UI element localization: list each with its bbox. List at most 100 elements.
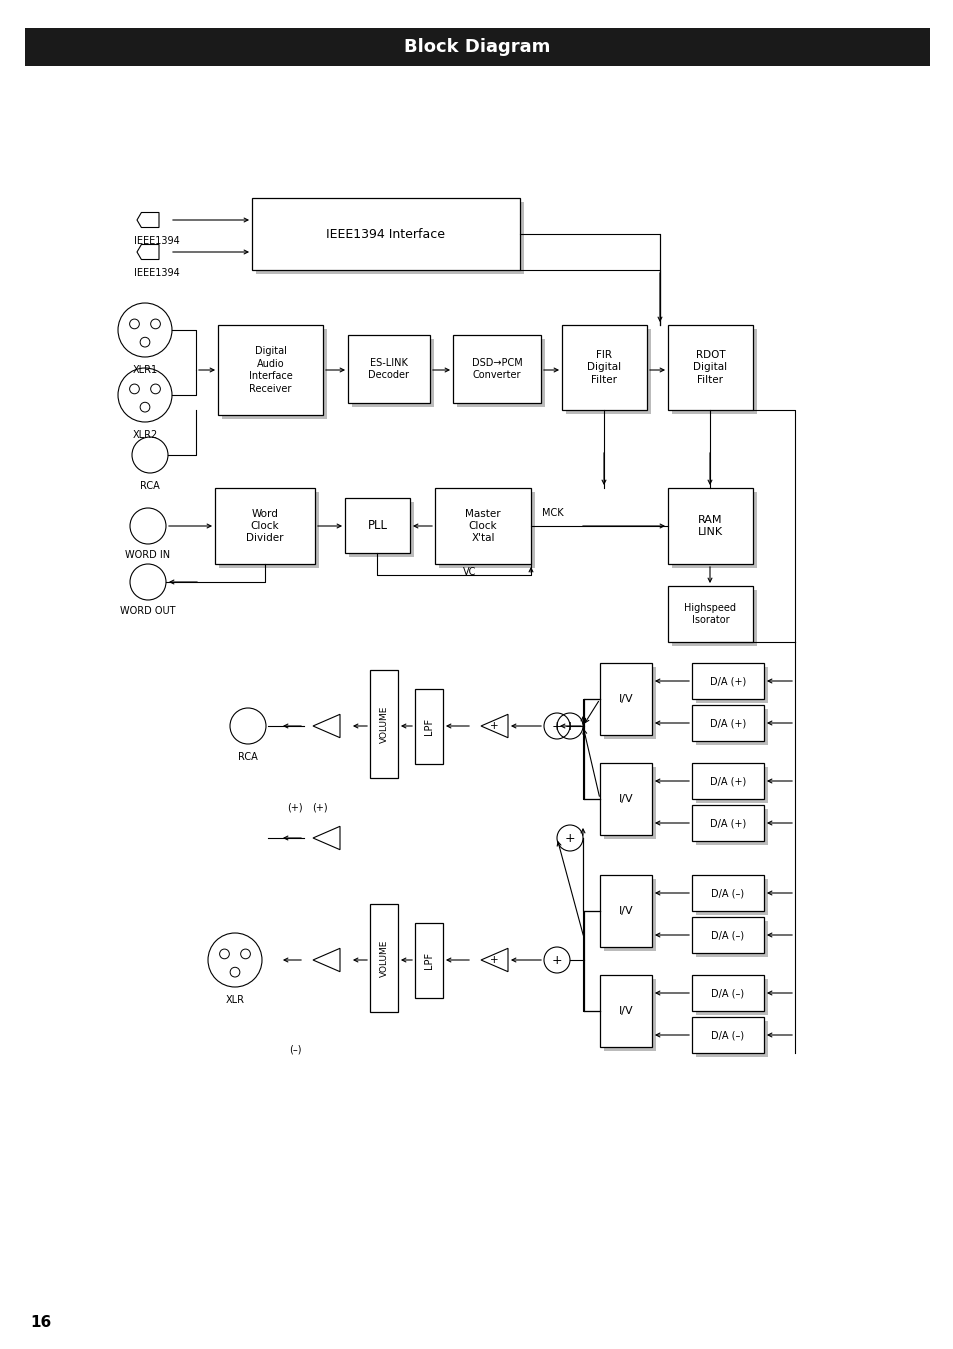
Text: ES-LINK
Decoder: ES-LINK Decoder — [368, 357, 409, 380]
Text: VOLUME: VOLUME — [379, 706, 388, 743]
Bar — [599, 975, 651, 1047]
Text: D/A (+): D/A (+) — [709, 776, 745, 786]
Bar — [696, 809, 767, 844]
Bar — [599, 662, 651, 735]
Text: Digital
Audio
Interface
Receiver: Digital Audio Interface Receiver — [249, 347, 292, 394]
Text: I/V: I/V — [618, 907, 633, 916]
Text: D/A (–): D/A (–) — [711, 929, 743, 940]
Bar — [561, 325, 646, 410]
Bar — [691, 917, 763, 952]
Bar — [696, 710, 767, 745]
Bar — [352, 339, 434, 407]
Bar — [565, 329, 650, 414]
Bar — [671, 590, 757, 646]
Bar — [255, 202, 523, 274]
Bar — [696, 666, 767, 703]
Bar — [252, 198, 519, 270]
Text: Word
Clock
Divider: Word Clock Divider — [246, 509, 283, 544]
Text: D/A (–): D/A (–) — [711, 1031, 743, 1040]
Bar — [696, 979, 767, 1014]
Text: (+): (+) — [312, 803, 328, 813]
Bar — [696, 768, 767, 803]
Text: +: + — [564, 719, 575, 733]
Text: D/A (+): D/A (+) — [709, 817, 745, 828]
Bar — [667, 325, 752, 410]
Text: FIR
Digital
Filter: FIR Digital Filter — [587, 351, 621, 384]
Bar — [438, 492, 535, 568]
Bar — [696, 880, 767, 915]
Bar — [453, 335, 540, 403]
Text: IEEE1394: IEEE1394 — [133, 236, 179, 246]
Text: +: + — [489, 720, 497, 731]
Text: RCA: RCA — [140, 482, 160, 491]
Bar — [671, 492, 757, 568]
Bar — [349, 502, 414, 557]
Bar — [214, 488, 314, 564]
Bar — [370, 904, 397, 1012]
Text: Highspeed
Isorator: Highspeed Isorator — [684, 603, 736, 625]
Text: IEEE1394: IEEE1394 — [133, 267, 179, 278]
Bar — [415, 689, 442, 764]
Bar — [691, 876, 763, 911]
Bar — [691, 662, 763, 699]
Text: XLR1: XLR1 — [132, 366, 157, 375]
Bar — [435, 488, 531, 564]
Bar — [219, 492, 318, 568]
Text: I/V: I/V — [618, 693, 633, 704]
Bar — [415, 923, 442, 998]
Text: (+): (+) — [287, 803, 302, 813]
Text: D/A (+): D/A (+) — [709, 676, 745, 687]
Text: I/V: I/V — [618, 795, 633, 804]
Text: RCA: RCA — [238, 751, 257, 762]
Text: (–): (–) — [289, 1045, 301, 1055]
Text: WORD IN: WORD IN — [125, 550, 171, 560]
Bar — [222, 329, 327, 420]
Text: D/A (–): D/A (–) — [711, 987, 743, 998]
Bar — [667, 585, 752, 642]
Text: PLL: PLL — [367, 519, 387, 532]
Text: +: + — [551, 954, 561, 966]
Bar — [691, 1017, 763, 1054]
Bar — [667, 488, 752, 564]
Bar — [603, 666, 656, 739]
Bar — [691, 706, 763, 741]
Bar — [370, 670, 397, 778]
Text: VC: VC — [463, 567, 476, 577]
Bar — [691, 805, 763, 840]
Bar — [603, 880, 656, 951]
Bar — [603, 979, 656, 1051]
Bar — [603, 768, 656, 839]
Bar — [348, 335, 430, 403]
Text: I/V: I/V — [618, 1006, 633, 1016]
Bar — [25, 28, 929, 66]
Text: XLR: XLR — [225, 996, 244, 1005]
Text: +: + — [489, 955, 497, 965]
Text: DSD→PCM
Converter: DSD→PCM Converter — [471, 357, 522, 380]
Text: +: + — [564, 831, 575, 844]
Text: VOLUME: VOLUME — [379, 939, 388, 977]
Bar — [345, 498, 410, 553]
Text: D/A (–): D/A (–) — [711, 888, 743, 898]
Bar — [456, 339, 544, 407]
Bar — [218, 325, 323, 415]
Text: XLR2: XLR2 — [132, 430, 157, 440]
Text: +: + — [551, 719, 561, 733]
Text: Master
Clock
X'tal: Master Clock X'tal — [465, 509, 500, 544]
Text: RDOT
Digital
Filter: RDOT Digital Filter — [693, 351, 727, 384]
Bar — [696, 921, 767, 956]
Text: MCK: MCK — [541, 509, 563, 518]
Text: 16: 16 — [30, 1315, 51, 1330]
Text: RAM
LINK: RAM LINK — [698, 515, 722, 537]
Bar — [691, 764, 763, 799]
Bar — [671, 329, 757, 414]
Bar — [599, 764, 651, 835]
Text: D/A (+): D/A (+) — [709, 718, 745, 728]
Bar — [599, 876, 651, 947]
Text: IEEE1394 Interface: IEEE1394 Interface — [326, 228, 445, 240]
Text: WORD OUT: WORD OUT — [120, 606, 175, 616]
Bar — [696, 1021, 767, 1058]
Text: Block Diagram: Block Diagram — [403, 38, 550, 57]
Text: LPF: LPF — [423, 952, 434, 969]
Bar — [691, 975, 763, 1010]
Text: LPF: LPF — [423, 718, 434, 735]
